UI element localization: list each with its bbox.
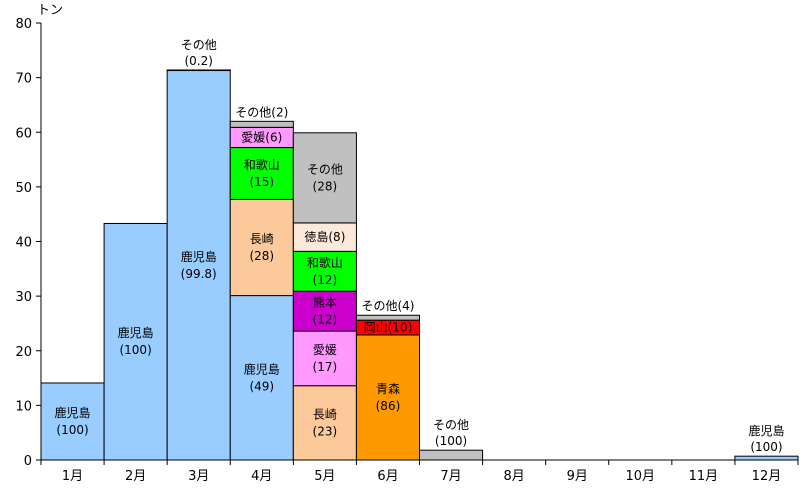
y-tick-label: 10 [15,399,32,414]
segment-data-label: 熊本 [313,295,337,310]
segment-data-label: (17) [313,360,338,374]
bar-segment [229,120,294,128]
bar-segment [292,222,357,252]
bar-segment [355,314,420,321]
x-tick-label: 6月 [377,469,398,484]
bar-segment [292,385,357,461]
x-tick-label: 10月 [626,469,656,484]
segment-data-label: 青森 [376,381,400,396]
segment-data-label-above: (100) [435,434,467,448]
segment-data-label: 徳島(8) [304,229,345,244]
bar-segment [292,132,357,224]
segment-data-label: 鹿児島 [118,325,154,340]
segment-data-label-above: その他(2) [235,105,288,119]
segment-data-label: (86) [376,399,401,413]
bar-segment [103,222,168,461]
y-tick-label: 80 [15,17,32,32]
segment-data-label: 愛媛(6) [241,130,282,144]
segment-data-label-above: その他 [433,418,469,432]
y-tick-label: 50 [15,181,32,196]
y-tick-label: 30 [15,290,32,305]
segment-data-label: (15) [249,175,274,189]
segment-data-label: (49) [249,379,274,393]
y-tick-label: 60 [15,126,32,141]
segment-data-label-above: その他 [181,38,217,52]
bar-segment [166,69,231,72]
segment-data-label: (12) [313,273,338,287]
x-tick-label: 12月 [752,469,782,484]
segment-data-label-above: (0.2) [184,54,212,68]
segment-data-label: その他 [307,162,343,176]
bar-segment [229,198,294,297]
y-tick-label: 20 [15,345,32,360]
y-tick-label: 40 [15,236,32,251]
x-tick-label: 4月 [251,469,272,484]
segment-data-label-above: 鹿児島 [748,423,784,438]
segment-data-label-above: (100) [750,440,782,454]
segment-data-label: (99.8) [181,267,217,281]
bar-segment [355,334,420,461]
segment-data-label: (12) [313,313,338,327]
segment-data-label: 長崎 [313,407,337,421]
x-tick-label: 5月 [314,469,335,484]
x-tick-label: 3月 [188,469,209,484]
segment-data-label: 鹿児島 [181,249,217,264]
bar-segment [292,290,357,332]
segment-data-label-above: その他(4) [361,299,414,313]
bar-segment [229,295,294,461]
y-tick-label: 70 [15,72,32,87]
segment-data-label: (28) [313,179,338,193]
bar-segment [419,449,484,461]
y-tick-label: 0 [24,454,32,469]
segment-data-label: (100) [119,343,151,357]
segment-data-label: 鹿児島 [244,361,280,376]
segment-data-label: 愛媛 [313,343,337,357]
segment-data-label: 和歌山 [307,255,343,270]
segment-data-label: 和歌山 [244,157,280,172]
x-tick-label: 1月 [62,469,83,484]
x-tick-label: 2月 [125,469,146,484]
x-tick-label: 7月 [440,469,461,484]
x-tick-label: 11月 [689,469,719,484]
bar-segment [229,147,294,200]
segment-data-label: 鹿児島 [55,405,91,420]
segment-data-label: (23) [313,424,338,438]
bar-segment [40,382,105,461]
bar-segment [734,455,799,461]
segment-data-label: (100) [56,423,88,437]
x-tick-label: 8月 [503,469,524,484]
bar-segment [292,330,357,387]
segment-data-label: (28) [249,249,274,263]
segment-data-label: 長崎 [250,232,274,246]
segment-data-label: 岡山(10) [364,321,413,335]
bar-segment [166,70,231,461]
x-tick-label: 9月 [567,469,588,484]
bar-segment [292,250,357,292]
y-axis-unit-label: トン [37,3,63,18]
